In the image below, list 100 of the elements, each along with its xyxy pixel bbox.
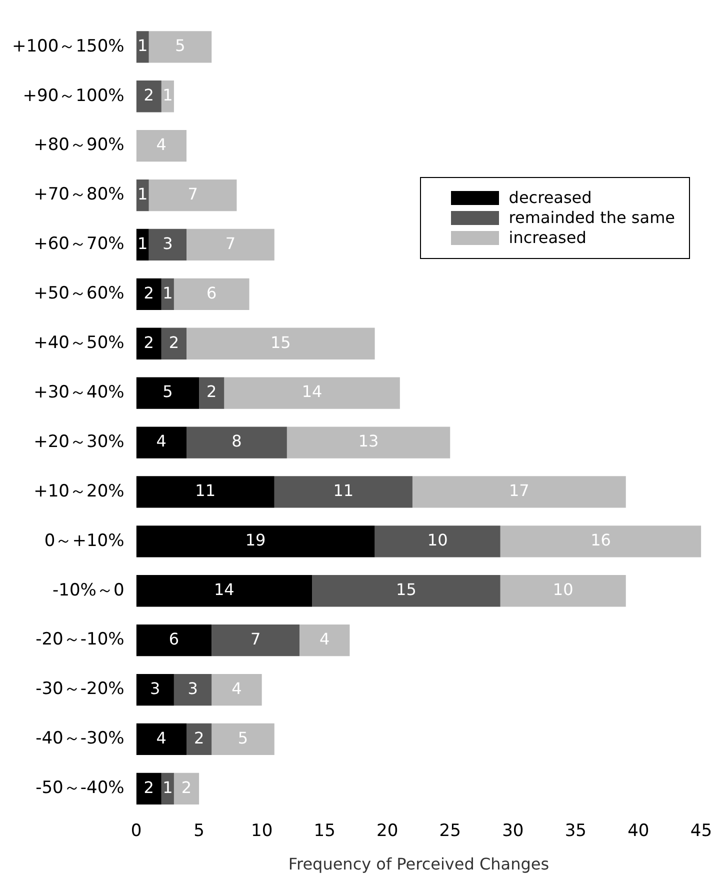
data-label: 4 <box>156 728 166 748</box>
x-tick-label: 30 <box>502 821 524 842</box>
data-label: 4 <box>319 629 330 648</box>
bar <box>161 80 174 112</box>
data-label: 2 <box>168 332 180 352</box>
data-label: 3 <box>188 678 198 698</box>
x-tick-label: 45 <box>690 821 712 842</box>
data-label: 2 <box>144 778 154 797</box>
x-tick-label: 40 <box>628 821 650 842</box>
bar <box>274 476 412 508</box>
x-tick-label: 20 <box>376 821 398 842</box>
bar <box>224 377 400 409</box>
bar <box>136 426 187 458</box>
data-label: 7 <box>225 234 236 253</box>
x-tick-label: 15 <box>314 821 336 842</box>
bar <box>186 723 212 756</box>
bar <box>186 228 274 261</box>
data-label: 2 <box>144 283 154 302</box>
data-label: 14 <box>214 580 234 600</box>
y-tick-label: +20～30% <box>34 432 124 452</box>
y-tick-label: +30～40% <box>34 382 124 402</box>
data-label: 7 <box>250 629 261 648</box>
bar <box>500 575 626 607</box>
data-label: 5 <box>162 382 173 402</box>
data-label: 1 <box>162 86 173 105</box>
data-label: 4 <box>156 432 166 451</box>
bar <box>148 31 212 63</box>
data-label: 11 <box>195 481 216 500</box>
bar <box>174 772 200 804</box>
bar <box>136 328 162 360</box>
x-tick-label: 25 <box>439 821 461 842</box>
x-tick-label: 0 <box>130 821 142 842</box>
bar <box>136 476 274 508</box>
data-label: 3 <box>150 678 160 698</box>
data-label: 6 <box>168 629 180 648</box>
data-label: 2 <box>194 728 204 748</box>
data-label: 14 <box>302 382 322 402</box>
data-label: 2 <box>144 332 154 352</box>
bar <box>174 278 250 310</box>
bar <box>374 526 500 558</box>
y-tick-label: 0～+10% <box>44 530 124 551</box>
data-label: 16 <box>590 530 611 550</box>
bar <box>136 575 312 607</box>
y-tick-label: +90～100% <box>22 86 124 106</box>
data-label: 13 <box>358 432 379 451</box>
bar <box>299 624 350 656</box>
data-label: 5 <box>175 36 186 56</box>
data-label: 1 <box>137 36 148 56</box>
bar <box>136 130 187 162</box>
data-label: 5 <box>238 728 248 748</box>
data-label: 1 <box>137 184 148 204</box>
data-label: 2 <box>206 382 217 402</box>
x-tick-label: 35 <box>564 821 586 842</box>
y-tick-label: -20～-10% <box>36 630 124 650</box>
data-label: 2 <box>181 778 192 797</box>
data-label: 4 <box>232 678 242 698</box>
bar <box>412 476 626 508</box>
y-tick-label: +50～60% <box>34 284 124 304</box>
bar <box>136 723 187 756</box>
y-tick-label: +100～150% <box>12 36 124 56</box>
data-label: 1 <box>162 283 173 302</box>
data-label: 2 <box>144 86 154 105</box>
data-label: 10 <box>552 580 574 600</box>
y-tick-label: -40～-30% <box>36 728 124 749</box>
bar <box>161 772 174 804</box>
y-tick-label: -10%～0 <box>52 580 124 600</box>
data-label: 11 <box>333 481 354 500</box>
bar <box>174 674 212 706</box>
data-label: 10 <box>427 530 448 550</box>
bar <box>136 674 174 706</box>
y-tick-label: -50～-40% <box>36 778 124 798</box>
data-label: 1 <box>137 234 148 253</box>
bar <box>136 377 200 409</box>
y-tick-label: +40～50% <box>34 333 124 354</box>
data-label: 6 <box>206 283 217 302</box>
x-tick-label: 5 <box>194 821 204 842</box>
bar <box>186 328 375 360</box>
data-label: 8 <box>232 432 242 451</box>
bar <box>199 377 224 409</box>
bar <box>148 228 187 261</box>
bar <box>186 426 287 458</box>
data-label: 17 <box>508 481 530 500</box>
data-label: 15 <box>396 580 416 600</box>
bar <box>312 575 500 607</box>
bar <box>136 278 162 310</box>
legend-label: increased <box>508 228 586 248</box>
data-label: 7 <box>188 184 198 204</box>
x-axis-title: Frequency of Perceived Changes <box>288 854 550 874</box>
data-label: 1 <box>162 778 173 797</box>
y-tick-label: +70～80% <box>34 184 124 205</box>
y-tick-label: +60～70% <box>34 234 124 254</box>
bar <box>161 328 187 360</box>
y-tick-label: -30～-20% <box>36 679 124 700</box>
y-tick-label: +80～90% <box>34 135 124 156</box>
bar <box>286 426 450 458</box>
bar <box>500 526 702 558</box>
bar <box>136 80 162 112</box>
bar <box>212 723 274 756</box>
bar <box>136 772 162 804</box>
legend-label: remainded the same <box>508 208 675 228</box>
